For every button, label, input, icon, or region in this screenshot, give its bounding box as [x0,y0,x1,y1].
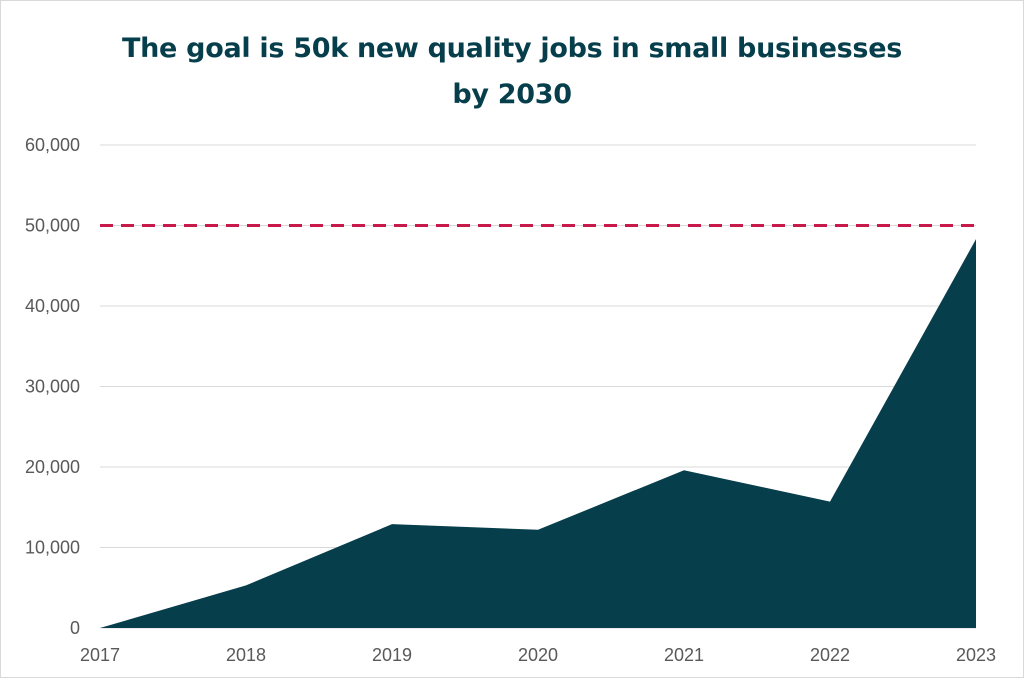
y-tick-label: 30,000 [25,377,80,397]
x-tick-label: 2020 [518,645,558,665]
x-tick-label: 2023 [956,645,996,665]
axis-labels: 0 10,000 20,000 30,000 40,000 50,000 60,000 201… [25,135,996,665]
y-tick-label: 50,000 [25,216,80,236]
area-series [100,239,976,628]
area-series-0 [100,239,976,628]
y-tick-label: 60,000 [25,135,80,155]
y-tick-label: 10,000 [25,538,80,558]
chart-title: The goal is 50k new quality jobs in smal… [122,33,902,110]
x-tick-label: 2019 [372,645,412,665]
y-tick-label: 40,000 [25,296,80,316]
y-tick-label: 0 [70,618,80,638]
x-tick-label: 2018 [226,645,266,665]
x-tick-label: 2022 [810,645,850,665]
y-tick-label: 20,000 [25,457,80,477]
x-tick-label: 2021 [664,645,704,665]
x-tick-label: 2017 [80,645,120,665]
